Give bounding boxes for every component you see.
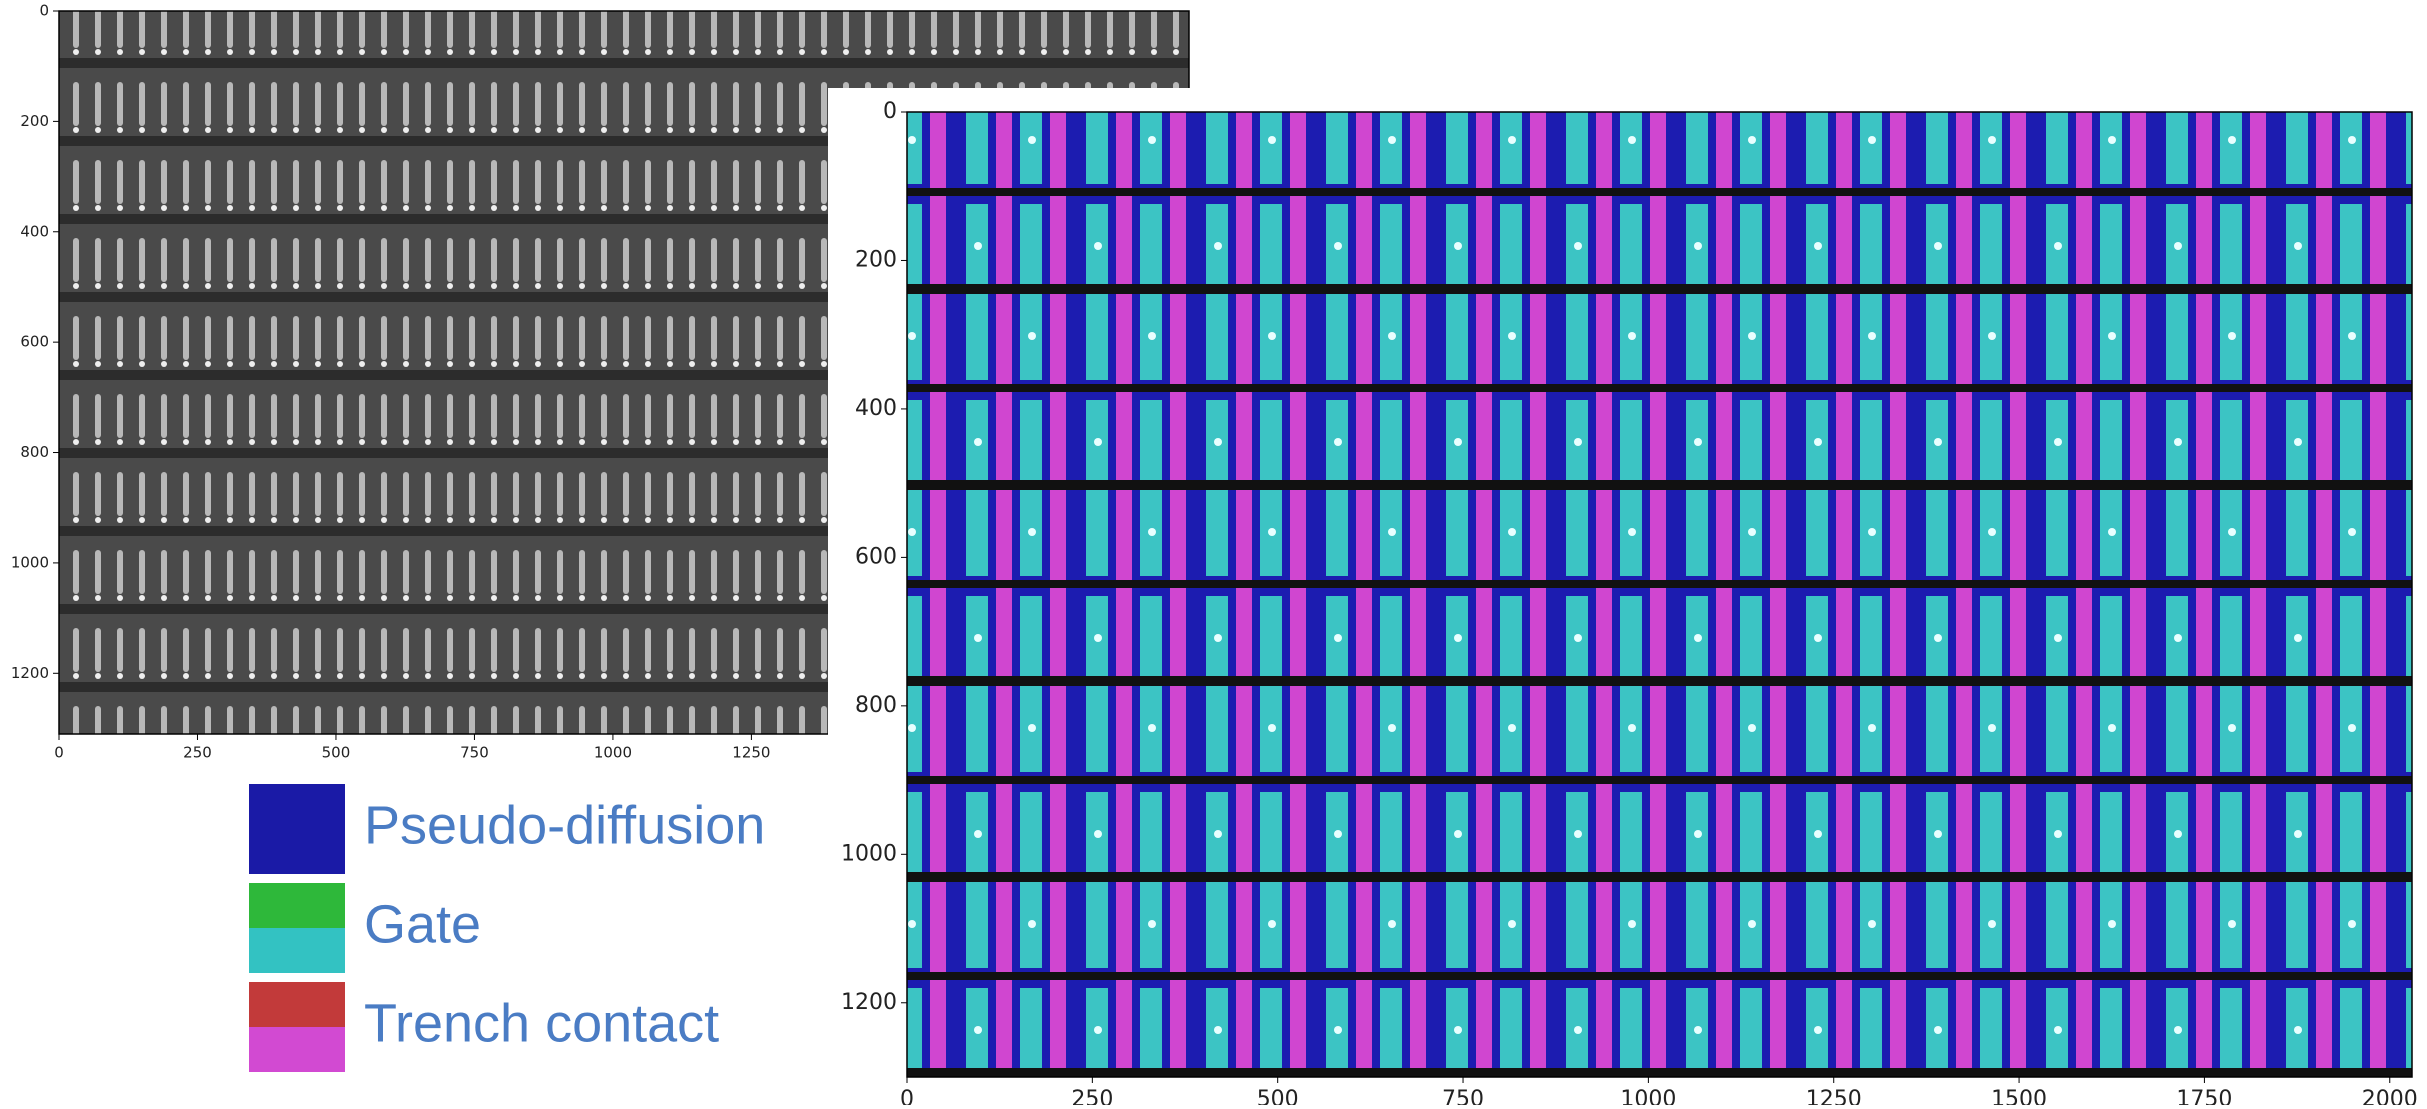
x-tick-label: 1000	[1620, 1087, 1676, 1105]
y-tick-label: 1200	[841, 990, 897, 1015]
y-tick-label: 1000	[841, 841, 897, 866]
legend-label: Trench contact	[364, 993, 719, 1053]
x-tick-label: 750	[460, 744, 489, 762]
y-tick-label: 400	[20, 222, 49, 240]
x-tick-label: 500	[322, 744, 351, 762]
page: {"chart_data": [ {"type": "image", "y_in…	[0, 0, 2427, 1105]
legend-label: Gate	[364, 894, 481, 954]
legend-label: Pseudo-diffusion	[364, 795, 765, 855]
y-tick-label: 0	[883, 99, 897, 124]
y-tick-label: 600	[855, 544, 897, 569]
y-tick-label: 200	[855, 247, 897, 272]
image	[907, 112, 2412, 1077]
legend-swatch	[249, 928, 345, 973]
x-tick-label: 250	[1071, 1087, 1113, 1105]
y-tick-label: 0	[39, 2, 49, 20]
y-tick-label: 800	[20, 443, 49, 461]
x-tick-label: 250	[183, 744, 212, 762]
x-tick-label: 1250	[732, 744, 770, 762]
legend-swatch	[249, 1027, 345, 1072]
x-tick-label: 1500	[1991, 1087, 2047, 1105]
x-tick-label: 750	[1442, 1087, 1484, 1105]
x-tick-label: 0	[900, 1087, 914, 1105]
y-tick-label: 1000	[11, 553, 49, 571]
y-tick-label: 1200	[11, 664, 49, 682]
y-tick-label: 600	[20, 333, 49, 351]
legend-swatch	[249, 982, 345, 1027]
y-tick-label: 800	[855, 693, 897, 718]
x-tick-label: 2000	[2362, 1087, 2418, 1105]
x-tick-label: 0	[54, 744, 64, 762]
x-tick-label: 1000	[594, 744, 632, 762]
y-tick-label: 400	[855, 396, 897, 421]
x-tick-label: 500	[1257, 1087, 1299, 1105]
y-tick-label: 200	[20, 112, 49, 130]
figure: 0250500750100012500200400600800100012000…	[0, 0, 2427, 1105]
x-tick-label: 1250	[1806, 1087, 1862, 1105]
legend-swatch	[249, 784, 345, 874]
image-plot: 0 250 500 750 1000 1250 1500 1750 2000 0 200 400 600…	[828, 88, 2427, 1105]
x-tick-label: 1750	[2176, 1087, 2232, 1105]
legend-swatch	[249, 883, 345, 928]
